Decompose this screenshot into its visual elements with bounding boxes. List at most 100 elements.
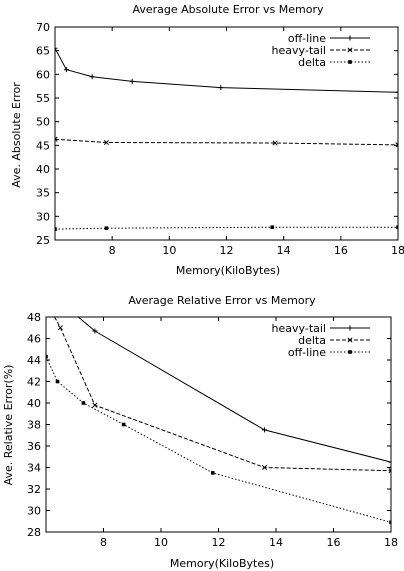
data-point xyxy=(92,402,98,408)
y-tick-label: 32 xyxy=(27,483,41,496)
data-point xyxy=(262,427,267,433)
legend-entry: heavy-tail xyxy=(272,44,370,57)
y-tick-label: 30 xyxy=(27,505,41,518)
series-line xyxy=(46,356,391,523)
x-tick-label: 16 xyxy=(334,244,348,257)
y-axis-label: Ave. Relative Error(%) xyxy=(2,365,15,486)
series-line xyxy=(55,48,398,93)
x-tick-label: 8 xyxy=(109,244,116,257)
y-tick-label: 25 xyxy=(36,234,50,247)
legend-entry: off-line xyxy=(288,32,370,45)
y-tick-label: 50 xyxy=(36,116,50,129)
data-point xyxy=(210,471,215,475)
chart-relative-error: Average Relative Error vs Memory Memory(… xyxy=(2,294,398,570)
legend-marker xyxy=(347,47,353,53)
legend-entry: delta xyxy=(298,334,370,347)
y-tick-label: 44 xyxy=(27,354,41,367)
y-axis-label: Ave. Absolute Error xyxy=(10,82,23,188)
legend-label: off-line xyxy=(288,32,326,45)
y-tick-label: 28 xyxy=(27,526,41,539)
x-tick-label: 8 xyxy=(100,536,107,549)
data-point xyxy=(388,468,391,474)
series-line xyxy=(77,317,391,463)
series-delta xyxy=(54,317,391,474)
series-line xyxy=(55,226,398,230)
legend-label: off-line xyxy=(288,346,326,359)
x-tick-label: 18 xyxy=(391,244,404,257)
series-off-line xyxy=(55,45,398,95)
data-point xyxy=(55,45,58,51)
x-tick-label: 12 xyxy=(212,536,226,549)
y-tick-label: 42 xyxy=(27,376,41,389)
x-tick-label: 14 xyxy=(277,244,291,257)
series-off-line xyxy=(46,354,391,525)
legend-marker xyxy=(347,35,353,41)
chart-title: Average Relative Error vs Memory xyxy=(128,294,316,307)
y-tick-label: 30 xyxy=(36,210,50,223)
data-point xyxy=(389,520,391,525)
y-tick-label: 45 xyxy=(36,139,50,152)
data-point xyxy=(63,67,69,73)
y-tick-label: 70 xyxy=(36,21,50,34)
series-heavy-tail xyxy=(55,136,398,148)
x-tick-label: 12 xyxy=(220,244,234,257)
series-layer xyxy=(55,45,398,231)
data-point xyxy=(395,142,398,148)
x-axis-label: Memory(KiloBytes) xyxy=(170,557,274,570)
data-point xyxy=(55,227,57,231)
y-tick-label: 36 xyxy=(27,440,41,453)
x-tick-label: 16 xyxy=(327,536,341,549)
data-point xyxy=(57,325,63,331)
y-tick-label: 40 xyxy=(36,163,50,176)
x-tick-label: 10 xyxy=(154,536,168,549)
y-tick-label: 60 xyxy=(36,68,50,81)
y-tick-label: 55 xyxy=(36,92,50,105)
data-point xyxy=(104,226,109,230)
legend-label: delta xyxy=(298,334,326,347)
data-point xyxy=(129,78,135,84)
data-point xyxy=(270,225,275,230)
data-point xyxy=(396,225,398,230)
chart-absolute-error: Average Absolute Error vs Memory Memory(… xyxy=(10,3,404,277)
y-tick-label: 34 xyxy=(27,462,41,475)
data-point xyxy=(388,459,391,465)
y-tick-label: 35 xyxy=(36,187,50,200)
data-point xyxy=(81,401,86,405)
data-point xyxy=(55,379,60,384)
legend-marker xyxy=(348,350,352,354)
data-point xyxy=(46,354,48,359)
axes: 28 30 32 34 36 38 40 42 44 46 48 8 10 12 14 16 18 xyxy=(27,311,398,549)
legend-label: heavy-tail xyxy=(272,44,326,57)
x-tick-label: 18 xyxy=(384,536,398,549)
data-point xyxy=(103,139,110,146)
legend-marker xyxy=(348,60,352,64)
x-axis-label: Memory(KiloBytes) xyxy=(176,264,280,277)
series-heavy-tail xyxy=(77,317,391,465)
data-point xyxy=(121,422,126,427)
data-point xyxy=(92,328,98,334)
y-tick-label: 38 xyxy=(27,419,41,432)
data-point xyxy=(261,464,268,471)
y-tick-label: 48 xyxy=(27,311,41,324)
series-line xyxy=(55,138,398,146)
data-point xyxy=(89,74,95,80)
legend-label: delta xyxy=(298,56,326,69)
x-tick-label: 10 xyxy=(162,244,176,257)
legend-entry: heavy-tail xyxy=(272,322,370,335)
data-point xyxy=(218,85,224,91)
legend-marker xyxy=(347,325,353,331)
y-tick-label: 40 xyxy=(27,397,41,410)
legend-marker xyxy=(347,337,353,343)
series-layer xyxy=(46,317,391,525)
chart-title: Average Absolute Error vs Memory xyxy=(132,3,324,16)
legend-entry: off-line xyxy=(288,346,370,359)
x-tick-label: 14 xyxy=(269,536,283,549)
data-point xyxy=(395,89,398,95)
y-tick-label: 46 xyxy=(27,333,41,346)
series-delta xyxy=(55,225,398,231)
data-point xyxy=(55,136,58,142)
